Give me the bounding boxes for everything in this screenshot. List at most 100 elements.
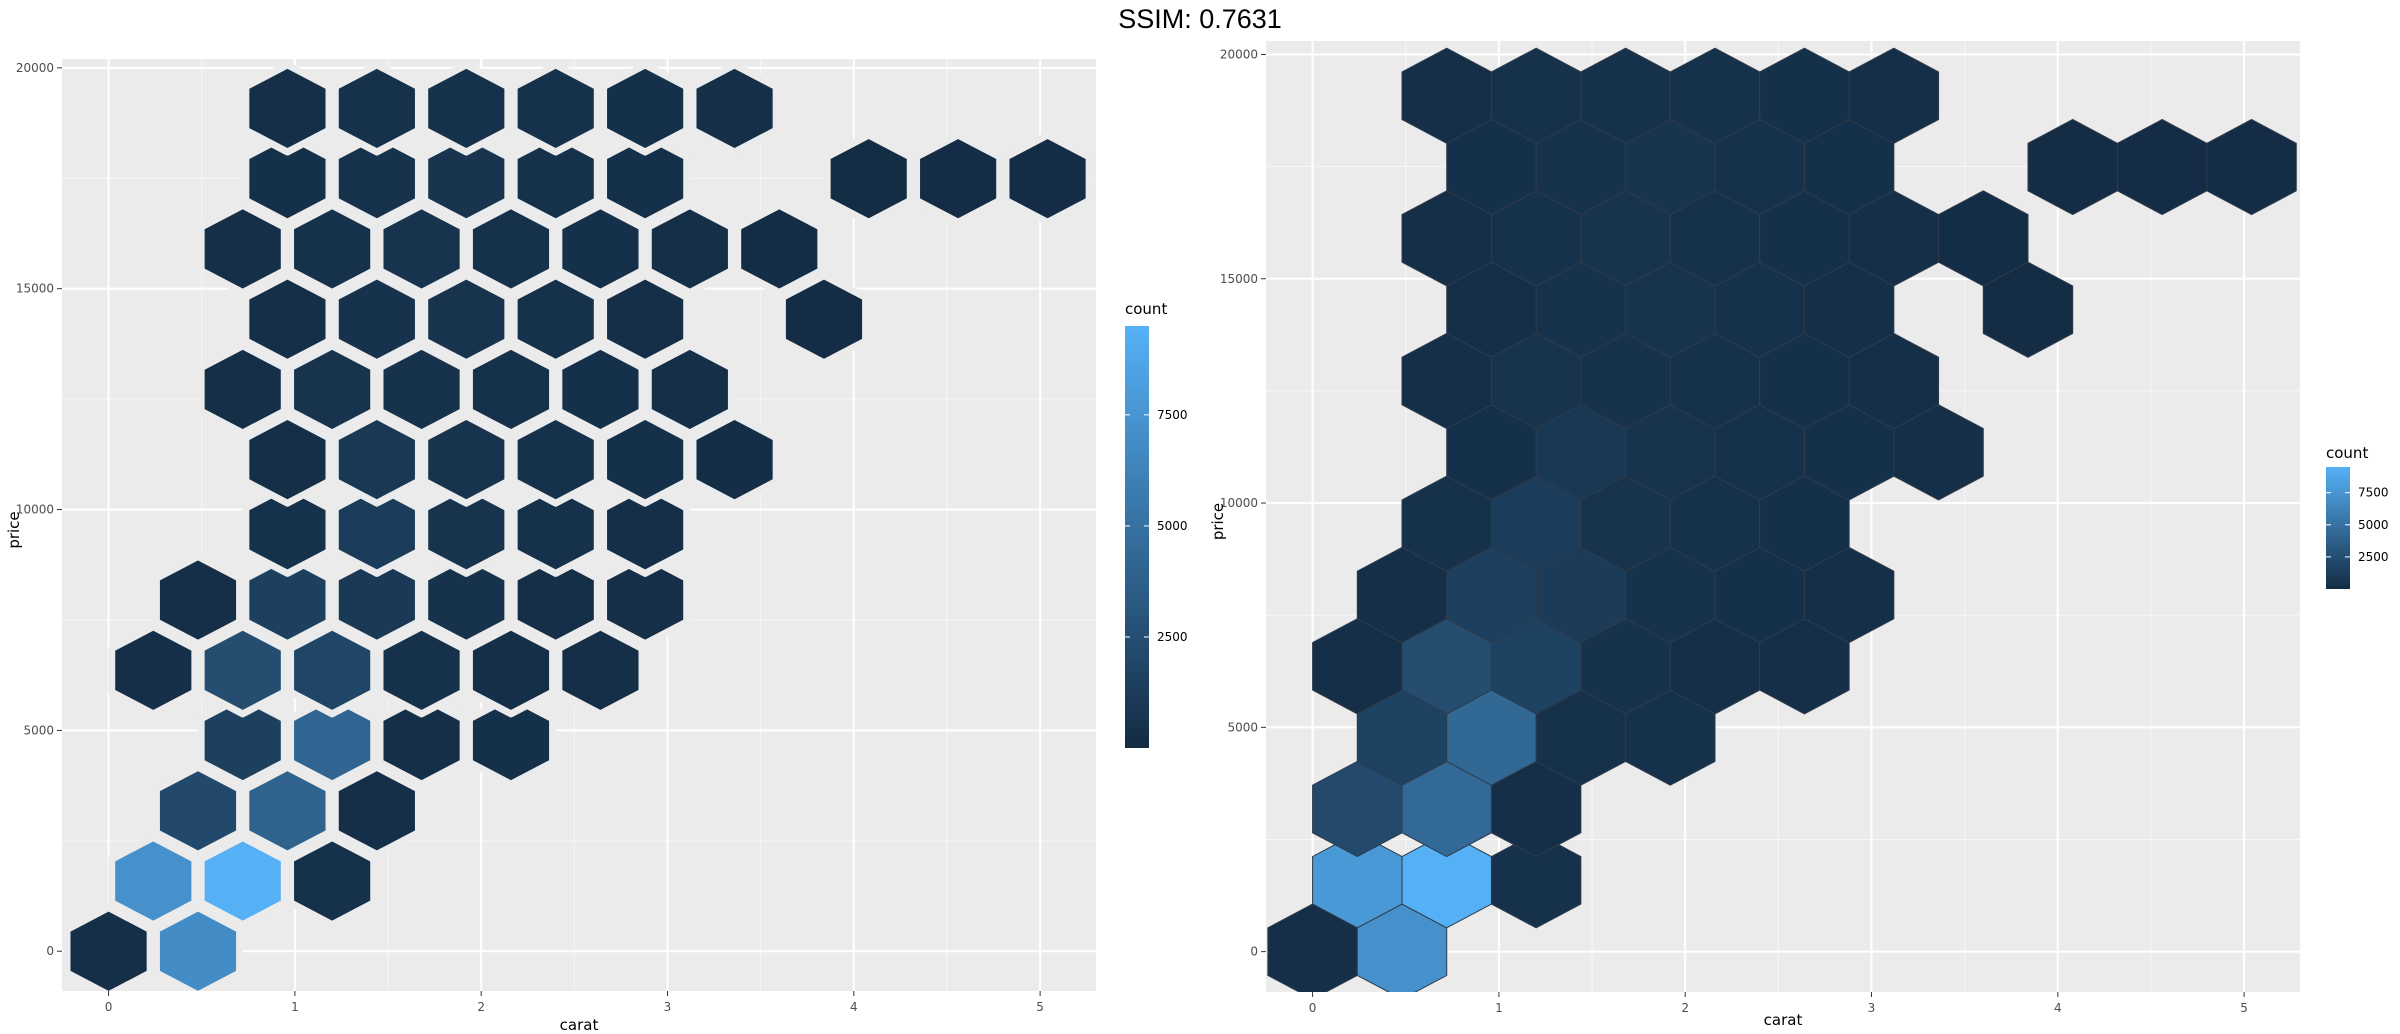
hexbin-cell: [600, 412, 691, 507]
hexbin-cell: [644, 201, 735, 296]
hexbin-cell: [1938, 190, 2029, 287]
hexbin-cell: [2206, 119, 2297, 216]
hexbin-cell: [242, 272, 333, 367]
hexbin-cell: [421, 412, 512, 507]
legend-tick-label: 5000: [2358, 518, 2389, 532]
y-tick-label: 10000: [16, 503, 54, 517]
hexbin-cell: [242, 131, 333, 226]
hexbin-cell: [555, 623, 646, 718]
y-tick-label: 20000: [1220, 47, 1258, 61]
hexbin-cell: [331, 763, 422, 858]
legend-tick-label: 7500: [2358, 486, 2389, 500]
hexbin-cell: [600, 272, 691, 367]
hexbin-cell: [465, 201, 557, 296]
hexbin-cell: [152, 763, 244, 858]
hexbin-cell: [331, 412, 422, 507]
legend-title: count: [2326, 444, 2368, 462]
hexbin-cell: [197, 623, 288, 718]
y-tick-label: 15000: [1220, 272, 1258, 286]
hexbin-cell: [287, 201, 378, 296]
x-tick-label: 1: [291, 1000, 299, 1014]
hexbin-cell: [510, 412, 601, 507]
hexbin-cell: [197, 693, 288, 788]
hexbin-cell: [242, 763, 333, 858]
hexbin-cell: [689, 412, 780, 507]
hexbin-cell: [152, 904, 244, 991]
legend-tick-label: 5000: [1157, 519, 1188, 533]
hexbin-cell: [331, 482, 422, 577]
hexbin-cell: [152, 553, 244, 648]
hexbin-cell: [242, 482, 333, 577]
hexbin-layer: [63, 61, 1093, 991]
hexbin-cell: [376, 623, 467, 718]
y-tick-label: 20000: [16, 61, 54, 75]
hexbin-cell: [63, 904, 154, 991]
hexbin-cell: [421, 272, 512, 367]
hexbin-cell: [421, 61, 512, 156]
hexbin-cell: [465, 623, 557, 718]
comparison-title: SSIM: 0.7631: [1118, 4, 1282, 34]
hexbin-cell: [331, 61, 422, 156]
x-tick-label: 3: [1868, 1001, 1876, 1015]
hexbin-cell: [778, 272, 870, 367]
hexbin-cell: [197, 833, 288, 929]
x-tick-label: 0: [105, 1000, 113, 1014]
hexbin-cell: [287, 693, 378, 788]
hexbin-cell: [242, 553, 333, 648]
hexbin-cell: [376, 693, 467, 788]
hexbin-cell: [287, 623, 378, 718]
hexbin-cell: [331, 131, 422, 226]
legend-tick-label: 7500: [1157, 408, 1188, 422]
hexbin-cell: [331, 553, 422, 648]
y-tick-label: 10000: [1220, 496, 1258, 510]
legend-colorbar: [2326, 467, 2350, 589]
hexbin-cell: [465, 693, 557, 788]
x-tick-label: 5: [1036, 1000, 1044, 1014]
x-tick-label: 4: [850, 1000, 858, 1014]
hexbin-cell: [242, 61, 333, 156]
x-tick-label: 4: [2054, 1001, 2062, 1015]
y-tick-label: 0: [1250, 945, 1258, 959]
hexbin-cell: [1490, 832, 1582, 929]
hexbin-cell: [823, 131, 914, 226]
x-tick-label: 1: [1495, 1001, 1503, 1015]
legend-colorbar: [1125, 326, 1149, 748]
hexbin-chart-left: 0 1 2 3 4 5 0 5000 10000 15000 20000 carat price coun…: [5, 59, 1188, 1034]
y-tick-label: 5000: [23, 723, 54, 737]
legend-tick-label: 2500: [2358, 550, 2389, 564]
hexbin-cell: [376, 342, 467, 437]
hexbin-cell: [510, 553, 601, 648]
hexbin-cell: [108, 833, 199, 929]
x-tick-label: 2: [477, 1000, 485, 1014]
hexbin-cell: [644, 342, 735, 437]
x-tick-label: 3: [664, 1000, 672, 1014]
hexbin-chart-right: 0 1 2 3 4 5 0 5000 10000 15000 20000 carat price coun…: [1209, 41, 2389, 1029]
x-tick-label: 0: [1309, 1001, 1317, 1015]
hexbin-cell: [510, 131, 601, 226]
hexbin-cell: [600, 482, 691, 577]
hexbin-cell: [555, 342, 646, 437]
hexbin-cell: [421, 482, 512, 577]
legend-tick-label: 2500: [1157, 630, 1188, 644]
hexbin-layer: [1267, 47, 2297, 992]
hexbin-cell: [287, 342, 378, 437]
hexbin-cell: [197, 201, 288, 296]
hexbin-cell: [465, 342, 557, 437]
hexbin-cell: [197, 342, 288, 437]
hexbin-cell: [108, 623, 199, 718]
y-axis-title: price: [5, 511, 23, 548]
hexbin-cell: [510, 482, 601, 577]
legend-title: count: [1125, 300, 1167, 318]
hexbin-cell: [421, 553, 512, 648]
hexbin-cell: [1848, 47, 1940, 144]
hexbin-cell: [242, 412, 333, 507]
hexbin-cell: [555, 201, 646, 296]
hexbin-cell: [421, 131, 512, 226]
hexbin-cell: [510, 61, 601, 156]
hexbin-cell: [689, 61, 780, 156]
hexbin-cell: [376, 201, 467, 296]
x-tick-label: 5: [2240, 1001, 2248, 1015]
x-axis-title: carat: [1764, 1011, 1803, 1029]
hexbin-cell: [600, 131, 691, 226]
